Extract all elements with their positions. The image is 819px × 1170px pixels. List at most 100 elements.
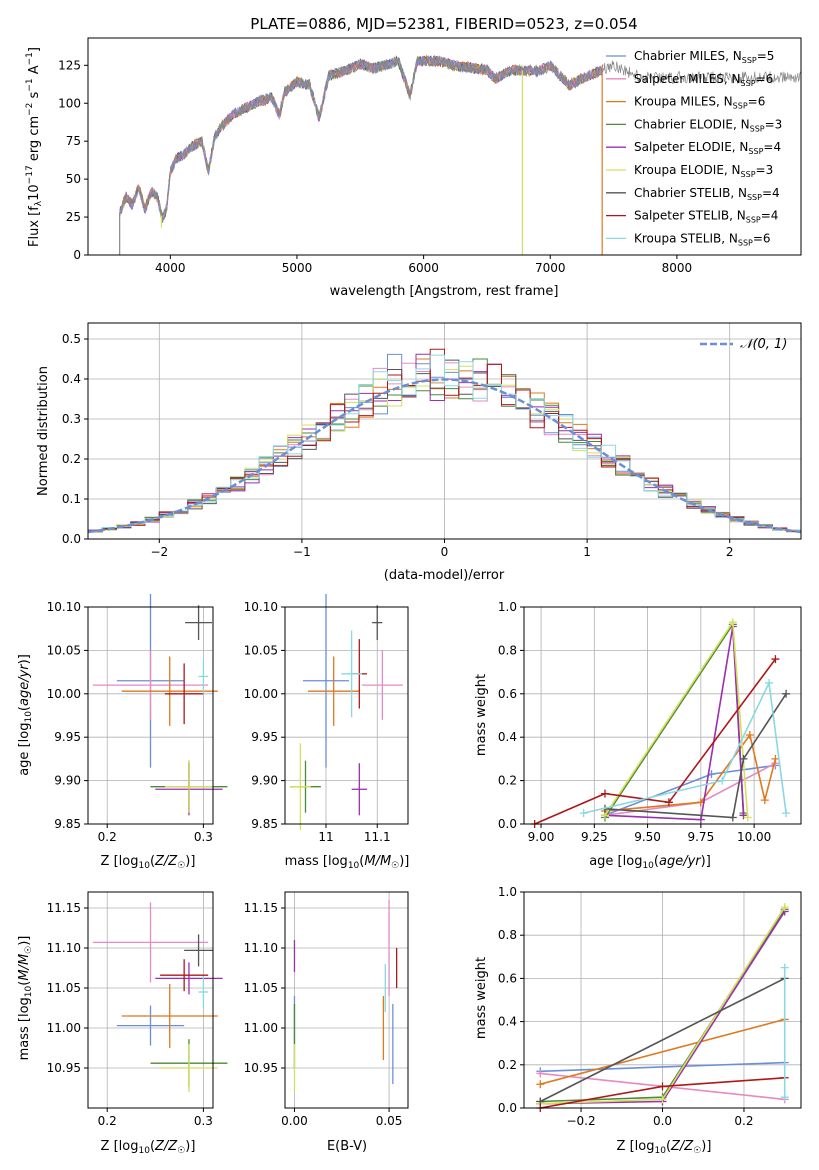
mass-vs-ebv-xlabel: E(B-V)	[327, 1139, 367, 1154]
age-vs-Z-panel: 0.2 0.3 9.85 9.90 9.95 10.00 10.05 10.10	[47, 593, 228, 844]
spectrum-xlabel: wavelength [Angstrom, rest frame]	[330, 284, 559, 299]
y-tick-label: 9.85	[251, 817, 278, 831]
y-tick-label: 1.0	[498, 885, 517, 899]
x-tick-label: 6000	[408, 261, 439, 275]
mass-weight-marker	[696, 815, 705, 824]
y-tick-label: 0.0	[498, 817, 517, 831]
mass-weight-marker	[728, 813, 737, 822]
y-tick-label: 9.90	[251, 774, 278, 788]
mass-weight-marker	[664, 798, 673, 807]
y-tick-label: 0.0	[498, 1101, 517, 1115]
y-tick-label: 0.6	[498, 971, 517, 985]
mass-weight-line	[583, 680, 787, 814]
spectrum-legend: Chabrier MILES, NSSP=5 Salpeter MILES, NS…	[606, 49, 782, 247]
model-spectrum-line	[119, 56, 603, 221]
y-tick-label: 100	[58, 96, 81, 110]
legend-entry: Kroupa MILES, NSSP=6	[634, 95, 765, 111]
mass-weight-marker	[745, 731, 754, 740]
axes-frame	[523, 606, 802, 825]
y-tick-label: 0.4	[498, 730, 517, 744]
mass-weight-marker	[780, 903, 789, 912]
mass-weight-marker	[780, 963, 789, 972]
mass-weight-line	[539, 977, 786, 1103]
mass-weight-marker	[536, 1080, 545, 1089]
mass-weight-vs-age-xlabel: age [log10(age/yr)]	[589, 854, 711, 871]
model-spectrum-line	[119, 55, 603, 217]
y-tick-label: 0.2	[62, 452, 81, 466]
y-tick-label: 9.90	[54, 774, 81, 788]
x-tick-label: −0.2	[566, 1114, 595, 1128]
mass-weight-ylabel-top: mass weight	[474, 674, 489, 756]
axes-frame	[87, 37, 802, 256]
legend-entry: Kroupa STELIB, NSSP=6	[634, 231, 771, 247]
model-spectrum-line	[119, 55, 604, 222]
mass-vs-Z-xlabel: Z [log10(Z/Z☉)]	[101, 1139, 196, 1156]
mass-weight-marker	[739, 754, 748, 763]
y-tick-label: 0.4	[498, 1015, 517, 1029]
y-tick-label: 10.10	[244, 600, 278, 614]
observed-spectrum-line	[119, 55, 802, 223]
mass-vs-ebv-panel: 0.00 0.05 10.95 11.00 11.05 11.10 11.15	[244, 891, 409, 1128]
y-tick-label: 0.2	[498, 1058, 517, 1072]
x-tick-label: 4000	[155, 261, 186, 275]
x-tick-label: 0.2	[98, 830, 117, 844]
mass-weight-line	[604, 693, 787, 819]
y-tick-label: 9.95	[251, 730, 278, 744]
mass-weight-marker	[782, 689, 791, 698]
mass-weight-line	[534, 658, 777, 825]
y-tick-label: 11.05	[244, 981, 278, 995]
y-tick-label: 50	[66, 172, 81, 186]
legend-entry: Chabrier MILES, NSSP=5	[634, 49, 774, 65]
mass-weight-line	[540, 1018, 785, 1085]
mass-weight-marker	[718, 776, 727, 785]
axes-frame	[284, 606, 409, 825]
axes-frame	[284, 891, 409, 1109]
mass-weight-line	[604, 762, 776, 817]
y-tick-label: 0.0	[62, 532, 81, 546]
y-tick-label: 0.3	[62, 412, 81, 426]
spectrum-ylabel: Flux [fλ10−17 erg cm−2 s−1 A−1]	[25, 47, 44, 247]
y-tick-label: 0.8	[498, 643, 517, 657]
y-tick-label: 75	[66, 134, 81, 148]
y-tick-label: 9.95	[54, 730, 81, 744]
mass-weight-marker	[728, 618, 737, 627]
y-tick-label: 11.10	[47, 941, 81, 955]
x-tick-label: 0.2	[734, 1114, 753, 1128]
y-tick-label: 10.00	[47, 687, 81, 701]
mass-weight-marker	[760, 796, 769, 805]
x-tick-label: 9.00	[528, 830, 555, 844]
y-tick-label: 0.6	[498, 687, 517, 701]
x-tick-label: 9.75	[687, 830, 714, 844]
mass-weight-marker	[771, 754, 780, 763]
x-tick-label: 1	[583, 545, 591, 559]
mass-weight-marker	[536, 1069, 545, 1078]
legend-entry: Chabrier STELIB, NSSP=4	[634, 186, 780, 202]
x-tick-label: 7000	[535, 261, 566, 275]
y-tick-label: 10.00	[244, 687, 278, 701]
y-tick-label: 10.05	[244, 643, 278, 657]
mass-weight-marker	[743, 813, 752, 822]
x-tick-label: 0.0	[653, 1114, 672, 1128]
y-tick-label: 0.8	[498, 928, 517, 942]
x-tick-label: 0.00	[281, 1114, 308, 1128]
model-spectrum-line	[119, 54, 603, 222]
x-tick-label: 10.00	[737, 830, 771, 844]
model-spectrum-line	[119, 55, 603, 221]
y-tick-label: 11.10	[244, 941, 278, 955]
mass-weight-marker	[780, 1093, 789, 1102]
histogram-xlabel: (data-model)/error	[384, 568, 505, 583]
y-tick-label: 0.5	[62, 332, 81, 346]
mass-weight-vs-Z-xlabel: Z [log10(Z/Z☉)]	[617, 1139, 712, 1156]
x-tick-label: 5000	[282, 261, 313, 275]
legend-entry: Kroupa ELODIE, NSSP=3	[634, 163, 773, 179]
model-spectrum-line	[119, 55, 604, 220]
age-vs-mass-xlabel: mass [log10(M/M☉)]	[285, 854, 410, 871]
model-spectrum-line	[119, 54, 603, 220]
y-tick-label: 0	[73, 248, 81, 262]
histogram-ylabel: Normed distribution	[36, 366, 51, 496]
y-tick-label: 10.10	[47, 600, 81, 614]
x-tick-label: 0.3	[194, 1114, 213, 1128]
mass-weight-ylabel-bottom: mass weight	[474, 957, 489, 1039]
axes-frame	[523, 891, 802, 1109]
normal-legend-label: 𝒩(0, 1)	[740, 337, 787, 352]
